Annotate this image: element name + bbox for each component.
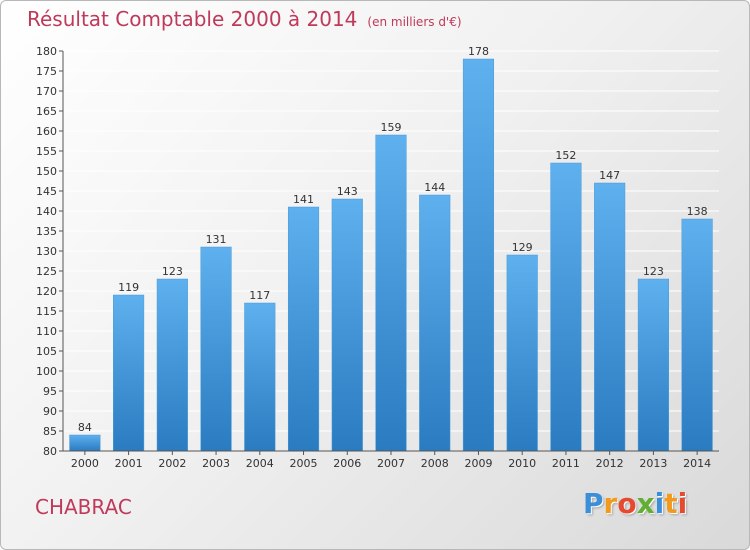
logo-letter: o (617, 487, 637, 520)
bar-2003 (200, 246, 232, 452)
y-tick-label: 145 (36, 185, 57, 198)
x-tick-label-2013: 2013 (639, 457, 667, 470)
logo-letter: P (583, 487, 604, 520)
y-tick-label: 170 (36, 85, 57, 98)
commune-name: CHABRAC (35, 495, 132, 519)
x-tick-label-2006: 2006 (333, 457, 361, 470)
proxiti-logo: Proxiti (583, 487, 687, 520)
data-label-2010: 129 (512, 241, 533, 254)
data-label-2005: 141 (293, 193, 314, 206)
x-tick-label-2007: 2007 (377, 457, 405, 470)
y-tick-label: 150 (36, 165, 57, 178)
bar-2012 (594, 182, 626, 452)
logo-letter: r (603, 487, 618, 520)
x-tick-label-2005: 2005 (290, 457, 318, 470)
data-label-2014: 138 (687, 205, 708, 218)
bar-2008 (419, 194, 451, 452)
y-tick-label: 105 (36, 345, 57, 358)
data-label-2009: 178 (468, 45, 489, 58)
x-tick-label-2000: 2000 (71, 457, 99, 470)
x-tick-label-2001: 2001 (115, 457, 143, 470)
data-label-2012: 147 (599, 169, 620, 182)
data-label-2013: 123 (643, 265, 664, 278)
data-label-2003: 131 (206, 233, 227, 246)
y-tick-label: 125 (36, 265, 57, 278)
bar-2004 (244, 302, 276, 452)
y-tick-label: 110 (36, 325, 57, 338)
bar-2011 (550, 162, 582, 452)
y-tick-label: 95 (43, 385, 57, 398)
y-tick-label: 160 (36, 125, 57, 138)
data-label-2000: 84 (78, 421, 92, 434)
logo-letter: t (664, 487, 678, 520)
x-tick-label-2009: 2009 (464, 457, 492, 470)
bar-2007 (375, 134, 407, 452)
bar-2000 (69, 434, 101, 452)
logo-letter: i (677, 487, 688, 520)
y-tick-label: 80 (43, 445, 57, 458)
y-tick-label: 85 (43, 425, 57, 438)
axes (59, 50, 719, 455)
logo-letter: i (654, 487, 665, 520)
y-tick-label: 90 (43, 405, 57, 418)
y-tick-label: 165 (36, 105, 57, 118)
y-tick-label: 180 (36, 45, 57, 58)
bar-2014 (681, 218, 713, 452)
y-tick-label: 115 (36, 305, 57, 318)
bar-2013 (637, 278, 669, 452)
logo-letter: x (636, 487, 655, 520)
x-tick-label-2012: 2012 (596, 457, 624, 470)
y-tick-label: 120 (36, 285, 57, 298)
bar-2010 (506, 254, 538, 452)
x-tick-label-2010: 2010 (508, 457, 536, 470)
x-tick-label-2014: 2014 (683, 457, 711, 470)
x-tick-label-2011: 2011 (552, 457, 580, 470)
bar-2002 (156, 278, 188, 452)
y-tick-label: 155 (36, 145, 57, 158)
x-tick-label-2008: 2008 (421, 457, 449, 470)
data-label-2011: 152 (555, 149, 576, 162)
bar-2009 (462, 58, 495, 452)
y-tick-label: 175 (36, 65, 57, 78)
y-tick-label: 100 (36, 365, 57, 378)
labels: 80 85 90 95 100 105 110 115 120 125 130 135 140 145 15… (36, 45, 711, 470)
chart-title: Résultat Comptable 2000 à 2014 (en millie… (27, 7, 462, 31)
bar-2001 (113, 294, 145, 452)
data-label-2008: 144 (424, 181, 445, 194)
bars (69, 58, 713, 452)
chart-subtitle: (en milliers d'€) (367, 15, 462, 29)
bar-2005 (287, 206, 320, 452)
data-label-2006: 143 (337, 185, 358, 198)
bar-2006 (331, 198, 363, 452)
x-tick-label-2003: 2003 (202, 457, 230, 470)
x-tick-label-2004: 2004 (246, 457, 274, 470)
y-tick-label: 135 (36, 225, 57, 238)
y-tick-label: 140 (36, 205, 57, 218)
data-label-2001: 119 (118, 281, 139, 294)
data-label-2002: 123 (162, 265, 183, 278)
title-text: Résultat Comptable 2000 à 2014 (27, 7, 358, 31)
data-label-2007: 159 (381, 121, 402, 134)
y-tick-label: 130 (36, 245, 57, 258)
x-tick-label-2002: 2002 (158, 457, 186, 470)
data-label-2004: 117 (249, 289, 270, 302)
